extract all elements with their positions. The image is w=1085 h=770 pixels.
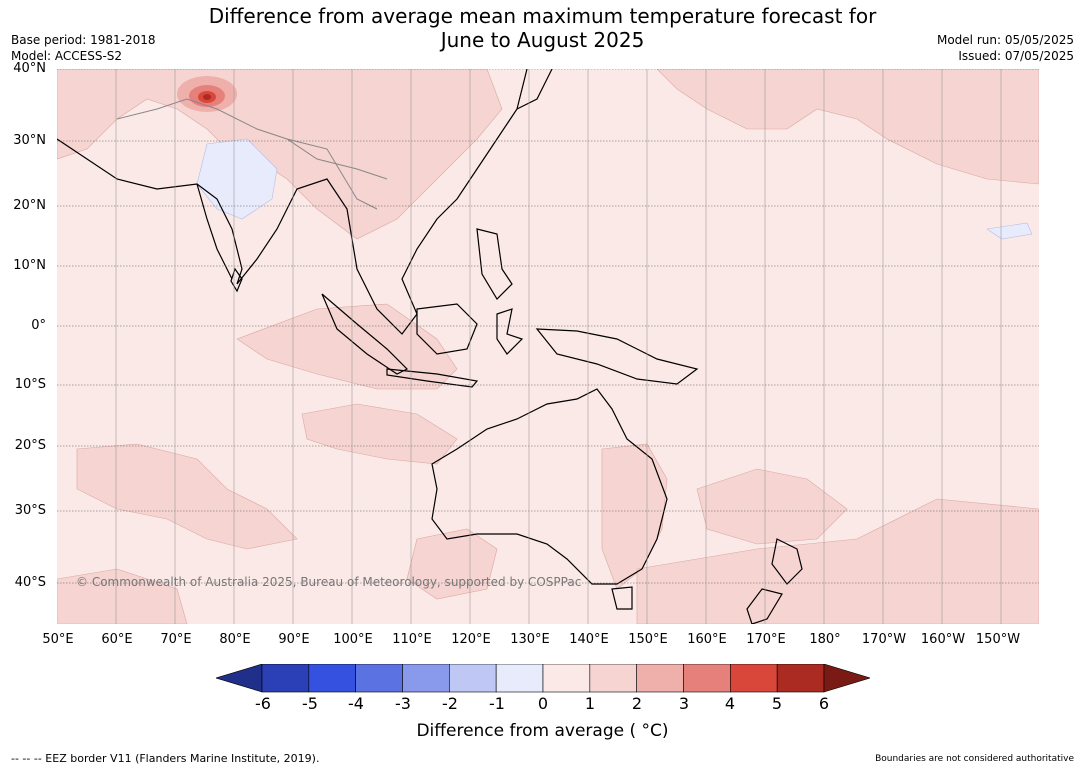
warm-region-north-pacific [656, 69, 1039, 185]
lat-label: 20°N [13, 198, 46, 213]
lon-label: 90°E [278, 632, 310, 647]
meridians [115, 69, 1002, 624]
colorbar-tick: -4 [348, 694, 364, 713]
lon-label: 80°E [219, 632, 251, 647]
lon-label: 120°E [451, 632, 491, 647]
colorbar-swatch [730, 664, 778, 693]
lat-label: 40°S [14, 575, 46, 590]
colorbar-swatch [308, 664, 356, 693]
title-line-1: Difference from average mean maximum tem… [208, 4, 877, 28]
eez-note: -- -- -- EEZ border V11 (Flanders Marine… [11, 752, 320, 765]
coastline-new-zealand-south [746, 588, 783, 624]
model-run: Model run: 05/05/2025 [936, 33, 1074, 47]
coastline-sumatra [321, 293, 409, 375]
model-name: Model: ACCESS-S2 [11, 49, 123, 63]
coastline-philippines [476, 228, 513, 300]
title-line-2: June to August 2025 [440, 28, 645, 52]
lon-label: 110°E [392, 632, 432, 647]
coastline-new-guinea [535, 328, 699, 385]
lon-label: 170°E [746, 632, 786, 647]
coastline-new-zealand-north [771, 538, 803, 585]
coastline-sri-lanka [230, 267, 243, 293]
coastline-tasmania [611, 586, 633, 610]
coastline-japan [516, 69, 553, 110]
forecast-map [57, 69, 1039, 624]
issued-date: Issued: 07/05/2025 [958, 49, 1074, 63]
coastline-sulawesi [496, 308, 524, 355]
colorbar-swatches [216, 664, 870, 693]
map-title: Difference from average mean maximum tem… [0, 4, 1085, 52]
colorbar-tick: 2 [631, 694, 643, 713]
hot-spot-core [203, 94, 211, 100]
lat-label: 30°N [13, 133, 46, 148]
colorbar-tick: 3 [678, 694, 690, 713]
base-period: Base period: 1981-2018 [11, 33, 156, 47]
warm-region-australia-west [406, 528, 498, 600]
coastline-australia [431, 388, 668, 585]
colorbar [216, 664, 870, 693]
lon-label: 180° [809, 632, 841, 647]
coastline-asia [57, 69, 528, 335]
colorbar-swatch [589, 664, 637, 693]
warm-region-south-indian [76, 443, 298, 550]
lat-label: 0° [31, 318, 46, 333]
colorbar-tick: -1 [489, 694, 505, 713]
lat-label: 20°S [14, 438, 46, 453]
colorbar-tick: 6 [818, 694, 830, 713]
colorbar-swatch [542, 664, 591, 693]
lon-label: 160°E [687, 632, 727, 647]
lon-label: 70°E [160, 632, 192, 647]
lat-label: 10°N [13, 258, 46, 273]
border-china [286, 138, 378, 210]
hot-spot [177, 76, 237, 112]
lon-label: 60°E [101, 632, 133, 647]
colorbar-tick: 1 [584, 694, 596, 713]
coastline-java [386, 368, 479, 388]
colorbar-tick: -5 [302, 694, 318, 713]
lon-label: 170°W [861, 632, 907, 647]
colorbar-tick: 0 [537, 694, 549, 713]
lon-label: 130°E [510, 632, 550, 647]
warm-region-tasman [696, 468, 848, 545]
lat-label: 30°S [14, 503, 46, 518]
lon-label: 50°E [42, 632, 74, 647]
colorbar-swatch [216, 664, 263, 693]
coastline-borneo [416, 303, 478, 355]
coastlines [57, 69, 803, 624]
colorbar-swatch [261, 664, 310, 693]
colorbar-tick: -6 [255, 694, 271, 713]
colorbar-swatch [776, 664, 825, 693]
colorbar-tick: 4 [724, 694, 736, 713]
lon-label: 150°E [628, 632, 668, 647]
warm-regions [57, 69, 1039, 624]
warm-region-central-south [301, 403, 458, 465]
coastline-india-west [196, 183, 233, 280]
cool-region-pacific [986, 222, 1033, 240]
warm-region-southeast [636, 498, 1039, 624]
lon-label: 100°E [333, 632, 373, 647]
colorbar-swatch [823, 664, 870, 693]
colorbar-tick: -3 [395, 694, 411, 713]
boundaries-note: Boundaries are not considered authoritat… [875, 754, 1074, 764]
colorbar-swatch [495, 664, 544, 693]
colorbar-label: Difference from average ( °C) [416, 721, 669, 741]
lat-label: 40°N [13, 61, 46, 76]
colorbar-swatch [402, 664, 450, 693]
country-borders [116, 98, 388, 210]
border-south-asia [116, 98, 388, 180]
lon-label: 150°W [975, 632, 1021, 647]
lon-label: 160°W [920, 632, 966, 647]
colorbar-swatch [636, 664, 684, 693]
colorbar-tick: 5 [771, 694, 783, 713]
colorbar-swatch [683, 664, 731, 693]
lon-label: 140°E [569, 632, 609, 647]
meta-right: Model run: 05/05/2025 Issued: 07/05/2025 [937, 32, 1074, 64]
colorbar-swatch [449, 664, 497, 693]
copyright-notice: © Commonwealth of Australia 2025, Bureau… [76, 575, 582, 589]
lat-label: 10°S [14, 377, 46, 392]
meta-left: Base period: 1981-2018 Model: ACCESS-S2 [11, 32, 156, 64]
colorbar-tick: -2 [442, 694, 458, 713]
colorbar-swatch [355, 664, 403, 693]
